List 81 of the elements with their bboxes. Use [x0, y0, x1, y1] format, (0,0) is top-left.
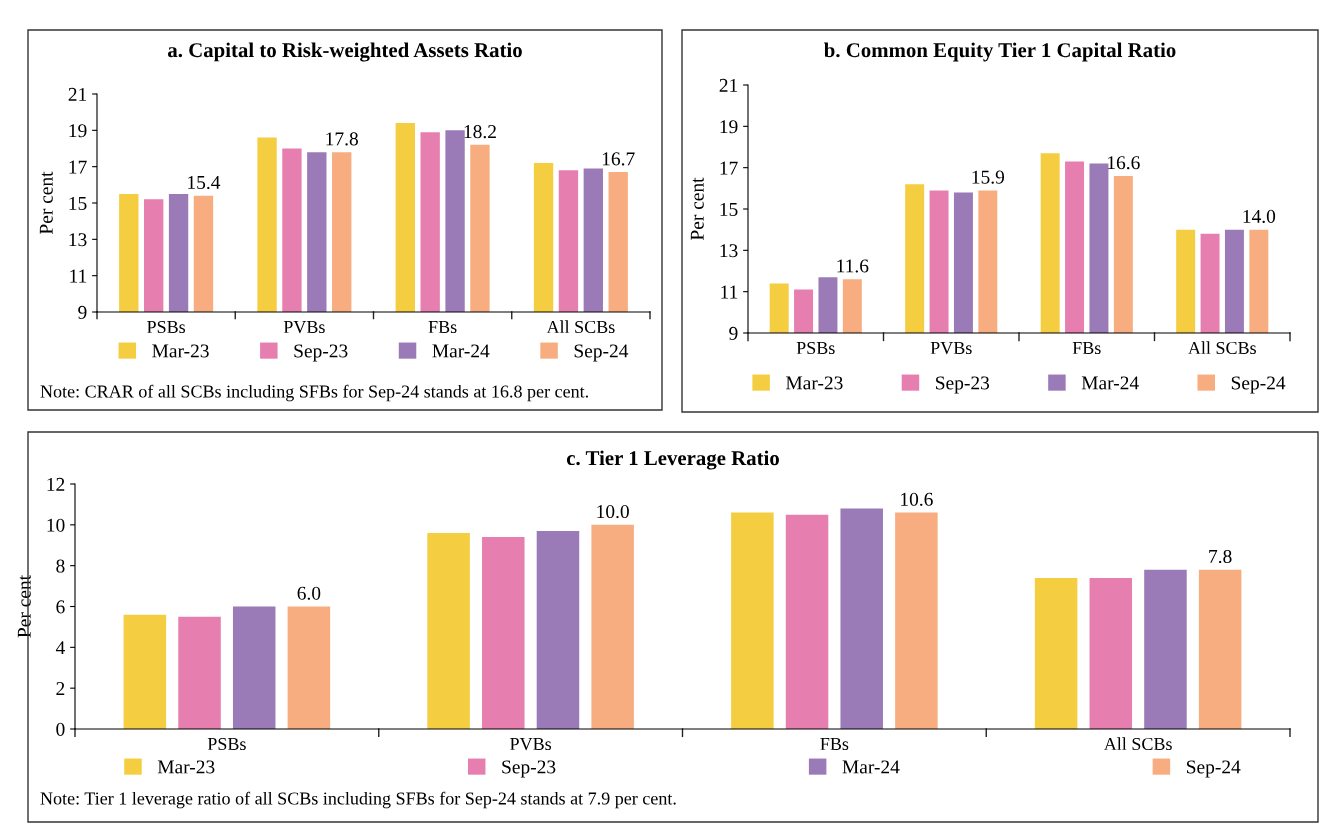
- y-axis-title: Per cent: [690, 177, 704, 241]
- chart-title: b. Common Equity Tier 1 Capital Ratio: [824, 42, 1176, 62]
- y-tick-label: 13: [69, 233, 87, 247]
- bar: [1144, 569, 1187, 729]
- y-tick-label: 10: [47, 518, 65, 532]
- y-tick-label: 19: [69, 124, 87, 138]
- y-tick-label: 12: [47, 477, 65, 491]
- data-label: 10.6: [901, 492, 933, 506]
- y-tick-label: 13: [720, 244, 738, 258]
- y-axis-title: Per cent: [17, 575, 31, 638]
- bar: [123, 614, 167, 729]
- legend-label: Sep-24: [574, 344, 629, 362]
- bar: [427, 533, 470, 729]
- x-tick-label: All SCBs: [1188, 341, 1256, 355]
- bar: [785, 514, 829, 729]
- legend-label: Sep-23: [294, 344, 348, 362]
- legend-label: Mar-24: [1081, 376, 1139, 390]
- bar: [178, 616, 221, 729]
- bar: [1198, 569, 1242, 729]
- data-label: 10.0: [597, 504, 629, 519]
- y-tick-label: 11: [70, 269, 87, 283]
- y-tick-label: 8: [56, 559, 65, 573]
- bar: [591, 524, 634, 729]
- bar: [1089, 577, 1133, 729]
- data-label: 15.9: [972, 170, 1005, 184]
- y-tick-label: 9: [729, 326, 738, 340]
- bar: [731, 512, 774, 729]
- y-tick-label: 2: [56, 682, 65, 695]
- y-axis-title: Per cent: [39, 171, 53, 235]
- y-tick-label: 17: [69, 160, 87, 174]
- data-label: 6.0: [297, 586, 321, 600]
- legend-label: Mar-23: [157, 760, 215, 774]
- data-label: 14.0: [1243, 209, 1276, 224]
- y-tick-label: 21: [68, 87, 87, 101]
- x-tick-label: FBs: [428, 321, 457, 334]
- data-label: 17.8: [326, 132, 358, 146]
- text: Note: Tier 1 leverage ratio of all SCBs including SFBs for Sep-24 stands at 7.9 per cent.: [40, 791, 676, 809]
- x-tick-label: PSBs: [147, 320, 186, 334]
- y-tick-label: 21: [719, 78, 738, 92]
- y-tick-label: 11: [721, 285, 738, 299]
- legend-label: Mar-23: [152, 344, 209, 358]
- legend-label: Sep-24: [1187, 760, 1241, 778]
- bar: [895, 512, 938, 729]
- bar: [232, 606, 276, 729]
- text: Note: CRAR of all SCBs including SFBs for Sep-24 stands at 16.8 per cent.: [40, 384, 588, 402]
- bar: [1034, 577, 1078, 729]
- chart-title: a. Capital to Risk-weighted Assets Ratio: [168, 42, 522, 62]
- y-tick-label: 15: [69, 196, 87, 210]
- x-tick-label: PVBs: [510, 738, 552, 751]
- x-tick-label: PSBs: [207, 737, 246, 751]
- legend-label: Sep-23: [936, 376, 990, 394]
- bar: [840, 508, 883, 729]
- y-tick-label: 19: [720, 120, 738, 134]
- y-tick-label: 4: [55, 641, 65, 655]
- bar: [536, 530, 580, 729]
- data-label: 11.6: [837, 259, 869, 273]
- x-tick-label: PVBs: [283, 321, 325, 334]
- x-tick-label: All SCBs: [546, 320, 615, 334]
- y-tick-label: 9: [78, 305, 87, 319]
- legend-label: Sep-24: [1231, 376, 1286, 394]
- legend-label: Mar-24: [432, 344, 490, 358]
- data-label: 16.7: [602, 152, 635, 166]
- data-label: 15.4: [188, 175, 221, 190]
- data-label: 7.8: [1209, 549, 1232, 564]
- x-tick-label: FBs: [820, 738, 849, 751]
- data-label: 16.6: [1108, 156, 1140, 170]
- legend-label: Sep-23: [502, 760, 556, 778]
- legend-label: Mar-24: [842, 760, 900, 774]
- legend-label: Mar-23: [785, 376, 843, 390]
- chart-title: c. Tier 1 Leverage Ratio: [566, 450, 779, 470]
- y-tick-label: 15: [720, 202, 738, 216]
- x-tick-label: PVBs: [930, 342, 972, 355]
- y-tick-label: 0: [56, 722, 65, 736]
- x-tick-label: FBs: [1072, 342, 1101, 355]
- y-tick-label: 6: [56, 600, 65, 614]
- bar: [482, 537, 525, 729]
- x-tick-label: PSBs: [796, 341, 835, 355]
- x-tick-label: All SCBs: [1103, 737, 1172, 751]
- bar: [287, 606, 331, 729]
- data-label: 18.2: [464, 125, 496, 139]
- y-tick-label: 17: [720, 161, 738, 175]
